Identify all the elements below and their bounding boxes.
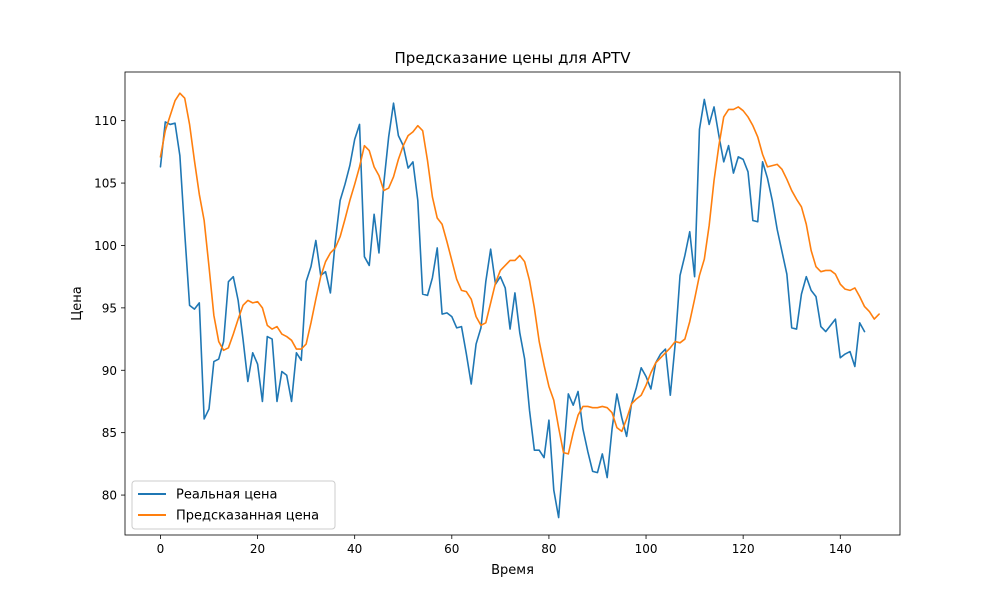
x-tick-label: 40 bbox=[347, 542, 362, 556]
x-tick-label: 60 bbox=[444, 542, 459, 556]
x-tick-label: 100 bbox=[635, 542, 658, 556]
y-tick-label: 110 bbox=[94, 114, 117, 128]
plot-frame bbox=[124, 71, 901, 536]
x-axis-ticks: 0 20 40 60 80 100 120 140 bbox=[157, 535, 852, 556]
x-tick-label: 120 bbox=[732, 542, 755, 556]
x-tick-label: 140 bbox=[829, 542, 852, 556]
plot-background bbox=[125, 72, 900, 535]
chart-title: Предсказание цены для APTV bbox=[395, 49, 632, 67]
y-tick-label: 95 bbox=[102, 301, 117, 315]
y-tick-label: 85 bbox=[102, 426, 117, 440]
x-tick-label: 80 bbox=[541, 542, 556, 556]
y-tick-label: 100 bbox=[94, 239, 117, 253]
series-layer bbox=[159, 92, 880, 519]
legend-label-predicted-price: Предсказанная цена bbox=[176, 509, 319, 524]
x-tick-label: 20 bbox=[250, 542, 265, 556]
x-tick-label: 0 bbox=[157, 542, 165, 556]
y-tick-label: 105 bbox=[94, 177, 117, 191]
y-tick-label: 80 bbox=[102, 489, 117, 503]
series-line-real-price bbox=[159, 98, 866, 519]
y-axis-ticks: 80 85 90 95 100 105 110 bbox=[94, 114, 125, 503]
plot-area bbox=[124, 71, 901, 536]
legend: Реальная цена Предсказанная цена bbox=[131, 480, 336, 530]
legend-frame bbox=[131, 480, 336, 530]
legend-label-real-price: Реальная цена bbox=[176, 488, 278, 503]
y-tick-label: 90 bbox=[102, 364, 117, 378]
y-axis-label: Цена bbox=[70, 286, 85, 321]
series-line-predicted-price bbox=[159, 92, 880, 455]
x-axis-label: Время bbox=[491, 563, 534, 578]
